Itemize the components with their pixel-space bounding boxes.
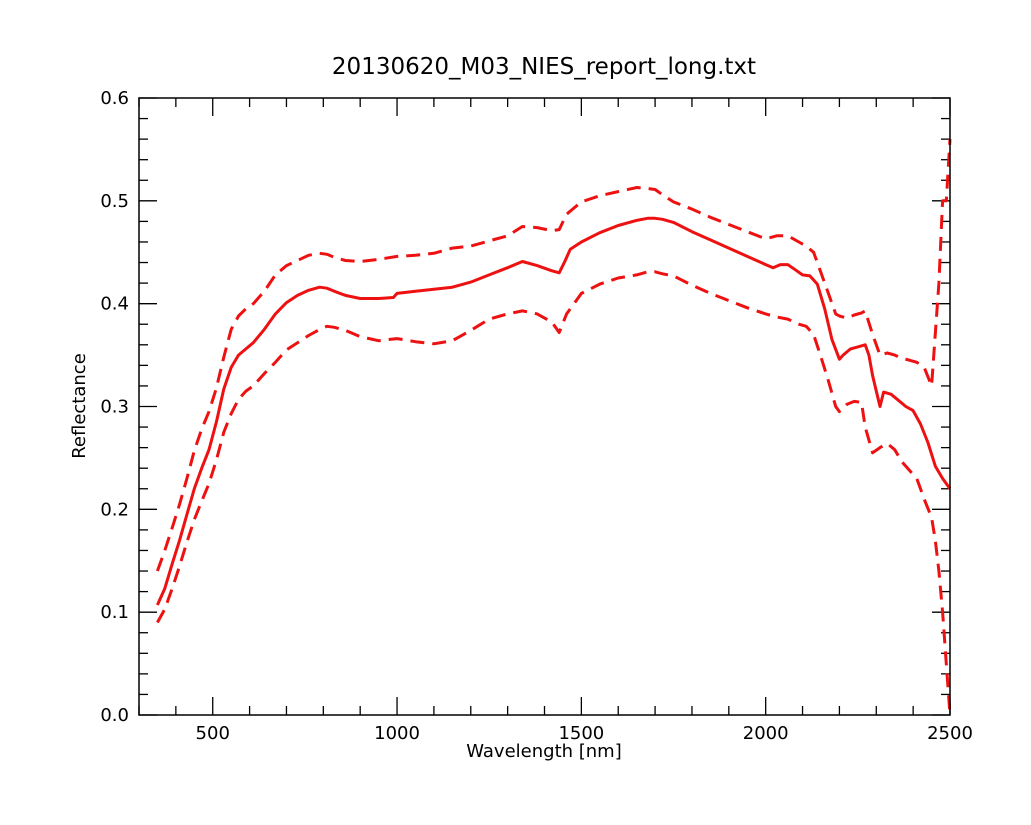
tick-labels: 500 1000 1500 2000 2500 0.0 0.1 0.2 0.3 0.4 0.5 0.6 — [100, 88, 973, 744]
y-tick-label: 0.1 — [100, 602, 129, 623]
chart-title: 20130620_M03_NIES_report_long.txt — [332, 54, 756, 80]
x-tick-label: 1000 — [374, 723, 420, 744]
lower-bound-dashed-line — [156, 270, 952, 716]
plot-frame — [138, 97, 951, 716]
x-tick-label: 2500 — [927, 723, 973, 744]
series-group — [155, 139, 952, 716]
x-tick-label: 2000 — [743, 723, 789, 744]
y-tick-label: 0.4 — [100, 294, 129, 315]
y-axis-label: Reflectance — [69, 353, 90, 459]
y-tick-label: 0.6 — [100, 88, 129, 109]
y-tick-label: 0.5 — [100, 191, 129, 212]
x-tick-label: 500 — [196, 723, 230, 744]
y-tick-label: 0.2 — [100, 499, 129, 520]
y-tick-label: 0.3 — [100, 397, 129, 418]
mean-reflectance-line — [156, 216, 952, 606]
axis-ticks — [138, 97, 951, 716]
x-axis-label: Wavelength [nm] — [466, 741, 622, 762]
upper-bound-dashed-line — [155, 139, 952, 572]
y-tick-label: 0.0 — [100, 705, 129, 726]
x-tick-label: 1500 — [558, 723, 604, 744]
